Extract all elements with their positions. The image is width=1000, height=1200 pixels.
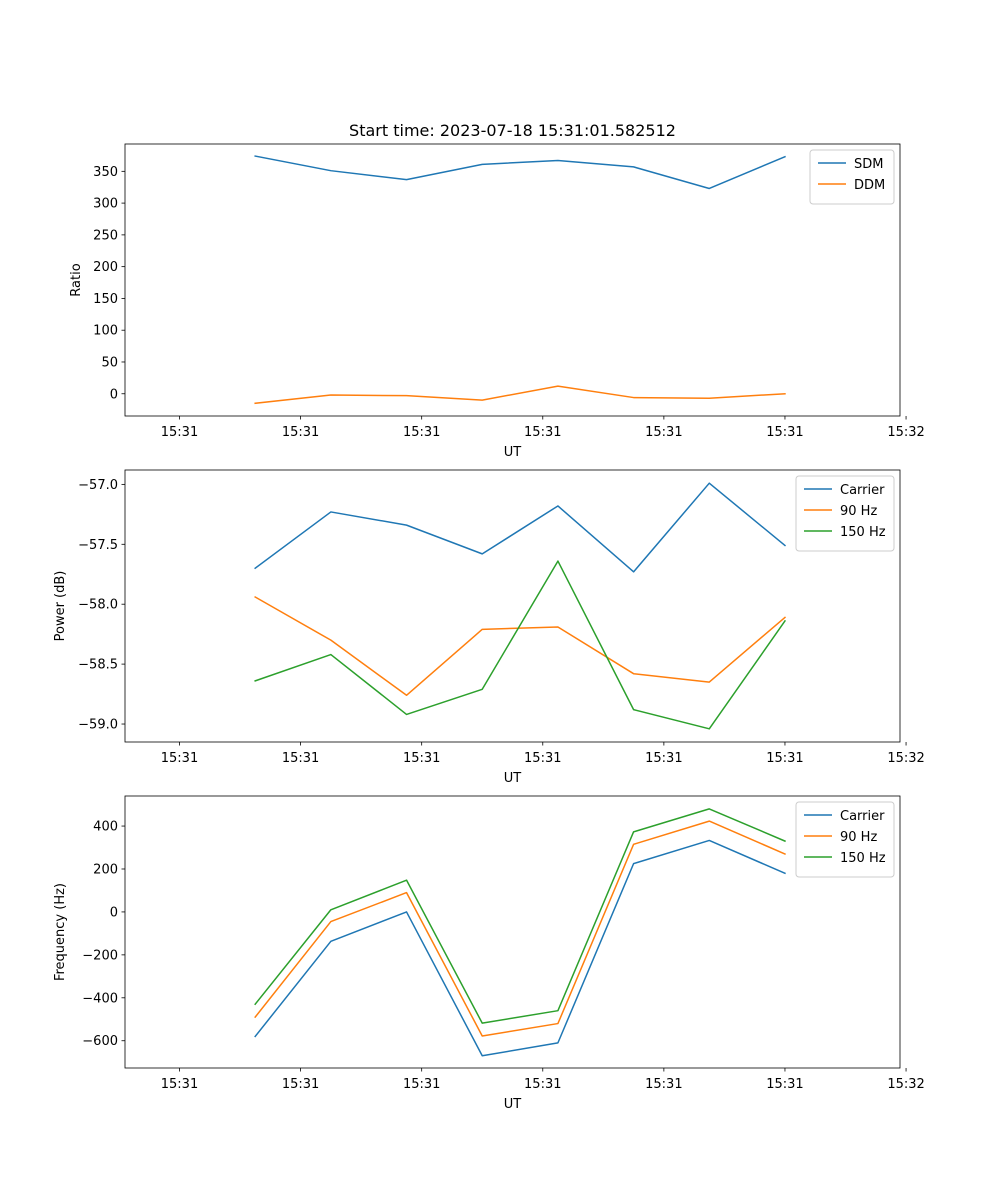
x-tick-label: 15:32 [887,751,924,766]
y-tick-label: −600 [82,1034,118,1049]
x-tick-label: 15:31 [524,425,561,440]
y-tick-label: 0 [110,387,118,402]
series-line-sdm [254,155,786,190]
y-tick-label: −58.0 [78,598,118,613]
x-axis-label: UT [504,445,522,460]
x-tick-label: 15:31 [766,751,803,766]
x-tick-label: 15:31 [161,1077,198,1092]
legend: SDM DDM [809,149,895,205]
legend-label: SDM [854,157,883,172]
y-tick-label: 300 [93,197,118,212]
chart-panel-1: 15:31 15:31 15:31 15:31 15:31 15:31 15:32 0 50 10… [69,121,925,460]
legend-label: Carrier [840,809,885,824]
x-tick-label: 15:32 [887,425,924,440]
legend-label: DDM [854,178,885,193]
y-tick-label: 250 [93,228,118,243]
x-tick-label: 15:31 [161,751,198,766]
chart-title: Start time: 2023-07-18 15:31:01.582512 [349,121,676,140]
legend-label: 90 Hz [840,830,877,845]
plot-frame [124,795,901,1069]
x-axis-label: UT [504,771,522,786]
y-tick-label: 0 [110,905,118,920]
y-tick-label: −57.0 [78,478,118,493]
y-tick-label: 200 [93,862,118,877]
series-line-90-hz [254,820,786,1037]
y-axis-label: Power (dB) [53,571,68,642]
series-line-carrier [254,839,786,1057]
x-tick-label: 15:31 [403,751,440,766]
legend-label: Carrier [840,483,885,498]
x-axis-label: UT [504,1097,522,1112]
y-tick-label: −58.5 [78,658,118,673]
x-tick-label: 15:31 [645,751,682,766]
series-line-150-hz [254,560,787,730]
legend-box [795,801,895,878]
y-axis-label: Ratio [69,263,84,296]
y-tick-label: 50 [101,355,118,370]
y-tick-label: 350 [93,165,118,180]
x-tick-label: 15:31 [161,425,198,440]
series-line-ddm [254,385,786,405]
chart-panel-2: 15:31 15:31 15:31 15:31 15:31 15:31 15:32 −59.0… [53,469,925,786]
plot-frame [124,469,901,743]
y-tick-label: 200 [93,260,118,275]
x-tick-label: 15:31 [766,1077,803,1092]
plot-frame [124,143,901,417]
legend-label: 150 Hz [840,525,886,540]
y-tick-label: 400 [93,820,118,835]
y-tick-label: −59.0 [78,718,118,733]
series-line-150-hz [254,808,786,1024]
legend-label: 150 Hz [840,851,886,866]
legend-label: 90 Hz [840,504,877,519]
x-tick-label: 15:32 [887,1077,924,1092]
y-tick-label: −57.5 [78,538,118,553]
series-line-90-hz [254,595,787,697]
y-axis-label: Frequency (Hz) [53,883,68,981]
x-tick-label: 15:31 [403,425,440,440]
y-tick-label: −400 [82,991,118,1006]
y-tick-label: −200 [82,948,118,963]
series-line-carrier [254,482,787,573]
y-tick-label: 100 [93,324,118,339]
legend: Carrier 90 Hz 150 Hz [795,475,895,552]
x-tick-label: 15:31 [645,425,682,440]
legend: Carrier 90 Hz 150 Hz [795,801,895,878]
x-tick-label: 15:31 [282,425,319,440]
x-tick-label: 15:31 [282,751,319,766]
x-tick-label: 15:31 [403,1077,440,1092]
chart-panel-3: 15:31 15:31 15:31 15:31 15:31 15:31 15:32 −600 −… [53,795,925,1112]
x-tick-label: 15:31 [766,425,803,440]
x-tick-label: 15:31 [524,751,561,766]
y-tick-label: 150 [93,292,118,307]
legend-box [795,475,895,552]
x-tick-label: 15:31 [645,1077,682,1092]
x-tick-label: 15:31 [282,1077,319,1092]
x-tick-label: 15:31 [524,1077,561,1092]
